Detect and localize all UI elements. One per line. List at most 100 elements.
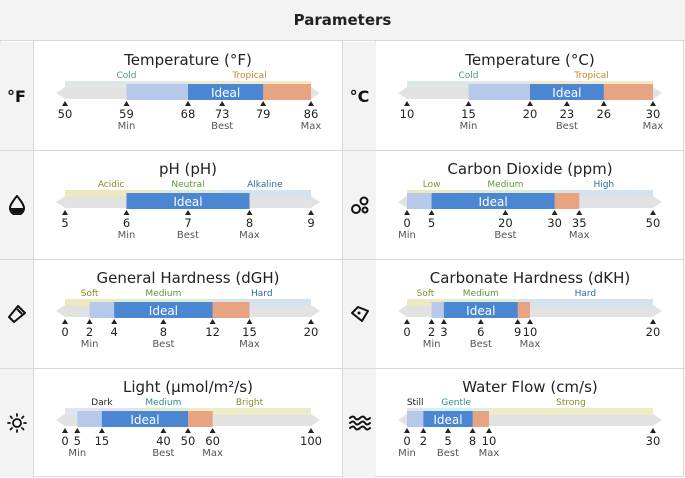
tick-label: 50 [58,107,73,121]
panel-light: Light (µmol/m²/s) Dark Medium Bright Ideal 0… [34,369,342,477]
zone-label: Cold [458,71,478,81]
tick-sublabel: Max [479,448,500,459]
zone-label: Soft [417,289,435,299]
tick-sublabel: Min [118,230,136,241]
zone-label: Neutral [171,180,204,190]
panel-title: Carbon Dioxide (ppm) [447,160,613,178]
tick-marker [209,428,216,433]
zone-label: Tropical [573,71,608,81]
zone-label: Medium [487,180,523,190]
tick-label: 68 [181,107,196,121]
tick-label: 86 [304,107,319,121]
tick-label: 20 [304,325,319,339]
tick-sublabel: Best [152,339,174,350]
tick-sublabel: Best [470,339,492,350]
zone-band [218,190,311,196]
tick-label: 8 [160,325,167,339]
tick-marker [62,210,68,215]
zone-edge [554,196,653,197]
zone-label: Gentle [441,398,471,408]
tick-marker [551,210,558,215]
tick-marker [404,210,410,215]
tick-sublabel: Best [494,230,516,241]
tick-label: 73 [215,107,230,121]
tick-label: 12 [205,325,220,339]
zone-band [554,190,653,196]
tick-marker [74,428,81,433]
tick-marker [160,319,167,324]
tick-label: 20 [646,325,661,339]
zone-label: Still [407,398,424,408]
tick-marker [209,319,216,324]
ideal-range-bar [188,84,264,100]
tick-marker [650,210,656,215]
tick-label: 0 [403,216,410,230]
tick-label: 5 [428,216,435,230]
ideal-range-bar [431,193,555,209]
panel-carbonate-hardness: Carbonate Hardness (dKH) Soft Medium Hard I… [376,260,684,368]
tick-label: 2 [428,325,435,339]
zone-label: Medium [463,289,499,299]
tick-marker [185,210,191,215]
tick-marker [185,101,191,106]
zone-label: Low [423,180,441,190]
tick-label: 8 [246,216,253,230]
tick-label: 7 [184,216,191,230]
tick-marker [98,428,105,433]
tick-sublabel: Min [423,339,441,350]
tick-marker [527,319,533,324]
tick-label: 10 [482,434,497,448]
tick-label: 100 [300,434,322,448]
header-title: Parameters [293,11,392,29]
tick-label: 23 [560,107,575,121]
tick-sublabel: Max [520,339,541,350]
ideal-range-bar [114,302,213,318]
zone-edge [188,414,311,415]
high-range-bar [603,84,653,100]
zone-label: Dark [91,398,113,408]
col-divider [33,41,34,478]
zone-label: Tropical [231,71,266,81]
high-range-bar [517,302,530,318]
ideal-label: Ideal [433,413,462,427]
tick-marker [428,210,435,215]
tick-marker [440,319,447,324]
tick-marker [308,319,314,324]
tick-marker [404,319,410,324]
zone-edge [489,414,653,415]
tick-marker [62,319,68,324]
tick-sublabel: Best [152,448,174,459]
bubbles-icon [343,151,376,259]
panel-title: Water Flow (cm/s) [462,378,598,396]
tick-marker [260,101,267,106]
tick-label: 20 [498,216,513,230]
tick-sublabel: Min [398,448,416,459]
zone-edge [212,305,311,306]
tick-label: 10 [523,325,538,339]
tick-label: 3 [440,325,447,339]
tick-marker [111,319,118,324]
tick-sublabel: Best [556,121,578,132]
tick-marker [219,101,226,106]
panel-title: Carbonate Hardness (dKH) [429,269,631,287]
ideal-range-bar [423,411,473,427]
high-range-bar [472,411,489,427]
zone-label: Medium [145,289,181,299]
tick-marker [563,101,570,106]
zone-label: Acidic [98,180,125,190]
tick-marker [469,428,476,433]
tick-marker [308,428,314,433]
tick-marker [160,428,167,433]
fahrenheit-icon: °F [0,42,33,150]
tick-marker [308,101,314,106]
tick-label: 30 [646,107,661,121]
tick-marker [428,319,435,324]
ideal-label: Ideal [552,86,581,100]
high-range-bar [212,302,250,318]
tick-marker [650,319,656,324]
col-divider [342,41,343,478]
tick-label: 9 [514,325,521,339]
